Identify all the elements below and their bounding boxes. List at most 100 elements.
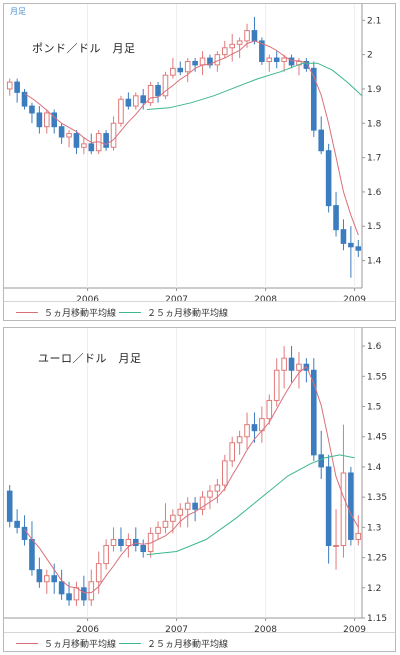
x-tick-label: 2007: [165, 625, 188, 633]
legend-item-ma25: ２５ヵ月移動平均線: [119, 306, 228, 319]
candle: [118, 527, 124, 552]
candle-body: [66, 133, 72, 138]
legend-label-ma25: ２５ヵ月移動平均線: [147, 309, 229, 319]
x-tick-label: 2009: [343, 625, 366, 633]
legend-swatch-ma5: [16, 643, 38, 644]
ma5-line: [24, 40, 359, 236]
candle: [73, 581, 80, 606]
candle-body: [155, 85, 161, 97]
candle-body: [66, 593, 72, 601]
gbp-usd-chart: 1.4 1.5 1.6 1.7 1.8 1.9 2 2.1 2006 2007 2008 2009 月…: [3, 3, 396, 321]
candle: [251, 16, 258, 45]
candle-body: [318, 129, 325, 152]
y-tick-label: 1.35: [367, 493, 387, 503]
candle: [177, 61, 184, 76]
candle: [184, 58, 191, 83]
candle: [155, 521, 161, 540]
candle: [6, 485, 13, 528]
candle-body: [266, 57, 273, 62]
legend-label-ma5: ５ヵ月移動平均線: [44, 640, 117, 650]
candle-body: [118, 538, 124, 546]
timeframe-label: 月足: [10, 7, 26, 16]
candle-body: [348, 472, 354, 540]
candle-body: [36, 569, 43, 583]
candle: [43, 569, 50, 594]
candle: [221, 40, 228, 59]
y-tick-label: 1.25: [367, 554, 387, 564]
y-tick-label: 1.4: [367, 463, 382, 473]
candle-body: [103, 544, 109, 565]
y-tick-label: 1.15: [367, 614, 387, 624]
candle: [140, 539, 147, 558]
candle-body: [281, 57, 287, 62]
legend-swatch-ma25: [119, 312, 141, 313]
candle: [273, 358, 280, 407]
candle: [266, 54, 273, 72]
candle: [281, 346, 287, 389]
candle-body: [21, 526, 28, 540]
candle: [192, 58, 198, 72]
candle: [58, 569, 65, 600]
candle: [14, 509, 20, 534]
candle-body: [259, 40, 265, 62]
candle-body: [236, 436, 243, 444]
chart-title: ポンド／ドル 月足: [32, 42, 136, 55]
y-tick-label: 1.5: [367, 222, 381, 232]
candle-body: [340, 472, 347, 546]
y-tick-label: 1.2: [367, 584, 381, 594]
candle: [36, 106, 43, 134]
candle-body: [58, 126, 65, 138]
candle: [199, 51, 206, 76]
candle-body: [281, 357, 287, 371]
candle-body: [103, 133, 109, 148]
candle: [162, 503, 169, 534]
candle-body: [95, 563, 102, 583]
candle-body: [340, 229, 347, 244]
candle: [140, 88, 147, 110]
candle-body: [43, 575, 50, 583]
x-tick-label: 2009: [343, 295, 366, 302]
candle: [355, 239, 362, 258]
x-tick-label: 2007: [165, 295, 188, 302]
candle: [318, 116, 325, 155]
y-tick-label: 1.45: [367, 433, 387, 443]
candle-body: [81, 587, 87, 601]
candle-body: [110, 538, 117, 546]
ma25-line: [146, 62, 363, 110]
candle-body: [229, 442, 236, 462]
y-tick-label: 1.9: [367, 85, 382, 95]
candle: [103, 130, 109, 151]
candle-body: [125, 538, 132, 546]
candle-body: [140, 544, 147, 553]
candle-body: [132, 95, 139, 107]
candle-body: [58, 581, 65, 595]
candle: [118, 95, 124, 127]
candle: [325, 454, 332, 564]
legend-swatch-ma5: [16, 312, 38, 313]
candle-body: [29, 105, 35, 114]
candle-body: [251, 424, 258, 432]
candle-body: [81, 143, 87, 148]
candle: [207, 54, 213, 69]
candle-body: [140, 95, 147, 104]
candle-body: [251, 30, 258, 42]
candle-body: [288, 57, 295, 66]
chart-title: ユーロ／ドル 月足: [38, 352, 142, 365]
y-tick-label: 1.7: [367, 154, 381, 164]
candle: [184, 497, 191, 528]
candle-body: [184, 502, 191, 510]
candle-body: [88, 143, 95, 152]
candle-body: [51, 112, 58, 128]
candle: [110, 527, 117, 552]
x-tick-label: 2006: [76, 625, 99, 633]
candle: [288, 54, 295, 69]
candle-body: [288, 357, 295, 371]
candle: [296, 352, 302, 389]
legend-item-ma5: ５ヵ月移動平均線: [16, 306, 116, 319]
candle-body: [110, 122, 117, 148]
candle-body: [125, 98, 132, 107]
candle: [125, 533, 132, 558]
candle-body: [296, 363, 302, 371]
candle: [43, 109, 50, 134]
candle-body: [43, 112, 50, 128]
